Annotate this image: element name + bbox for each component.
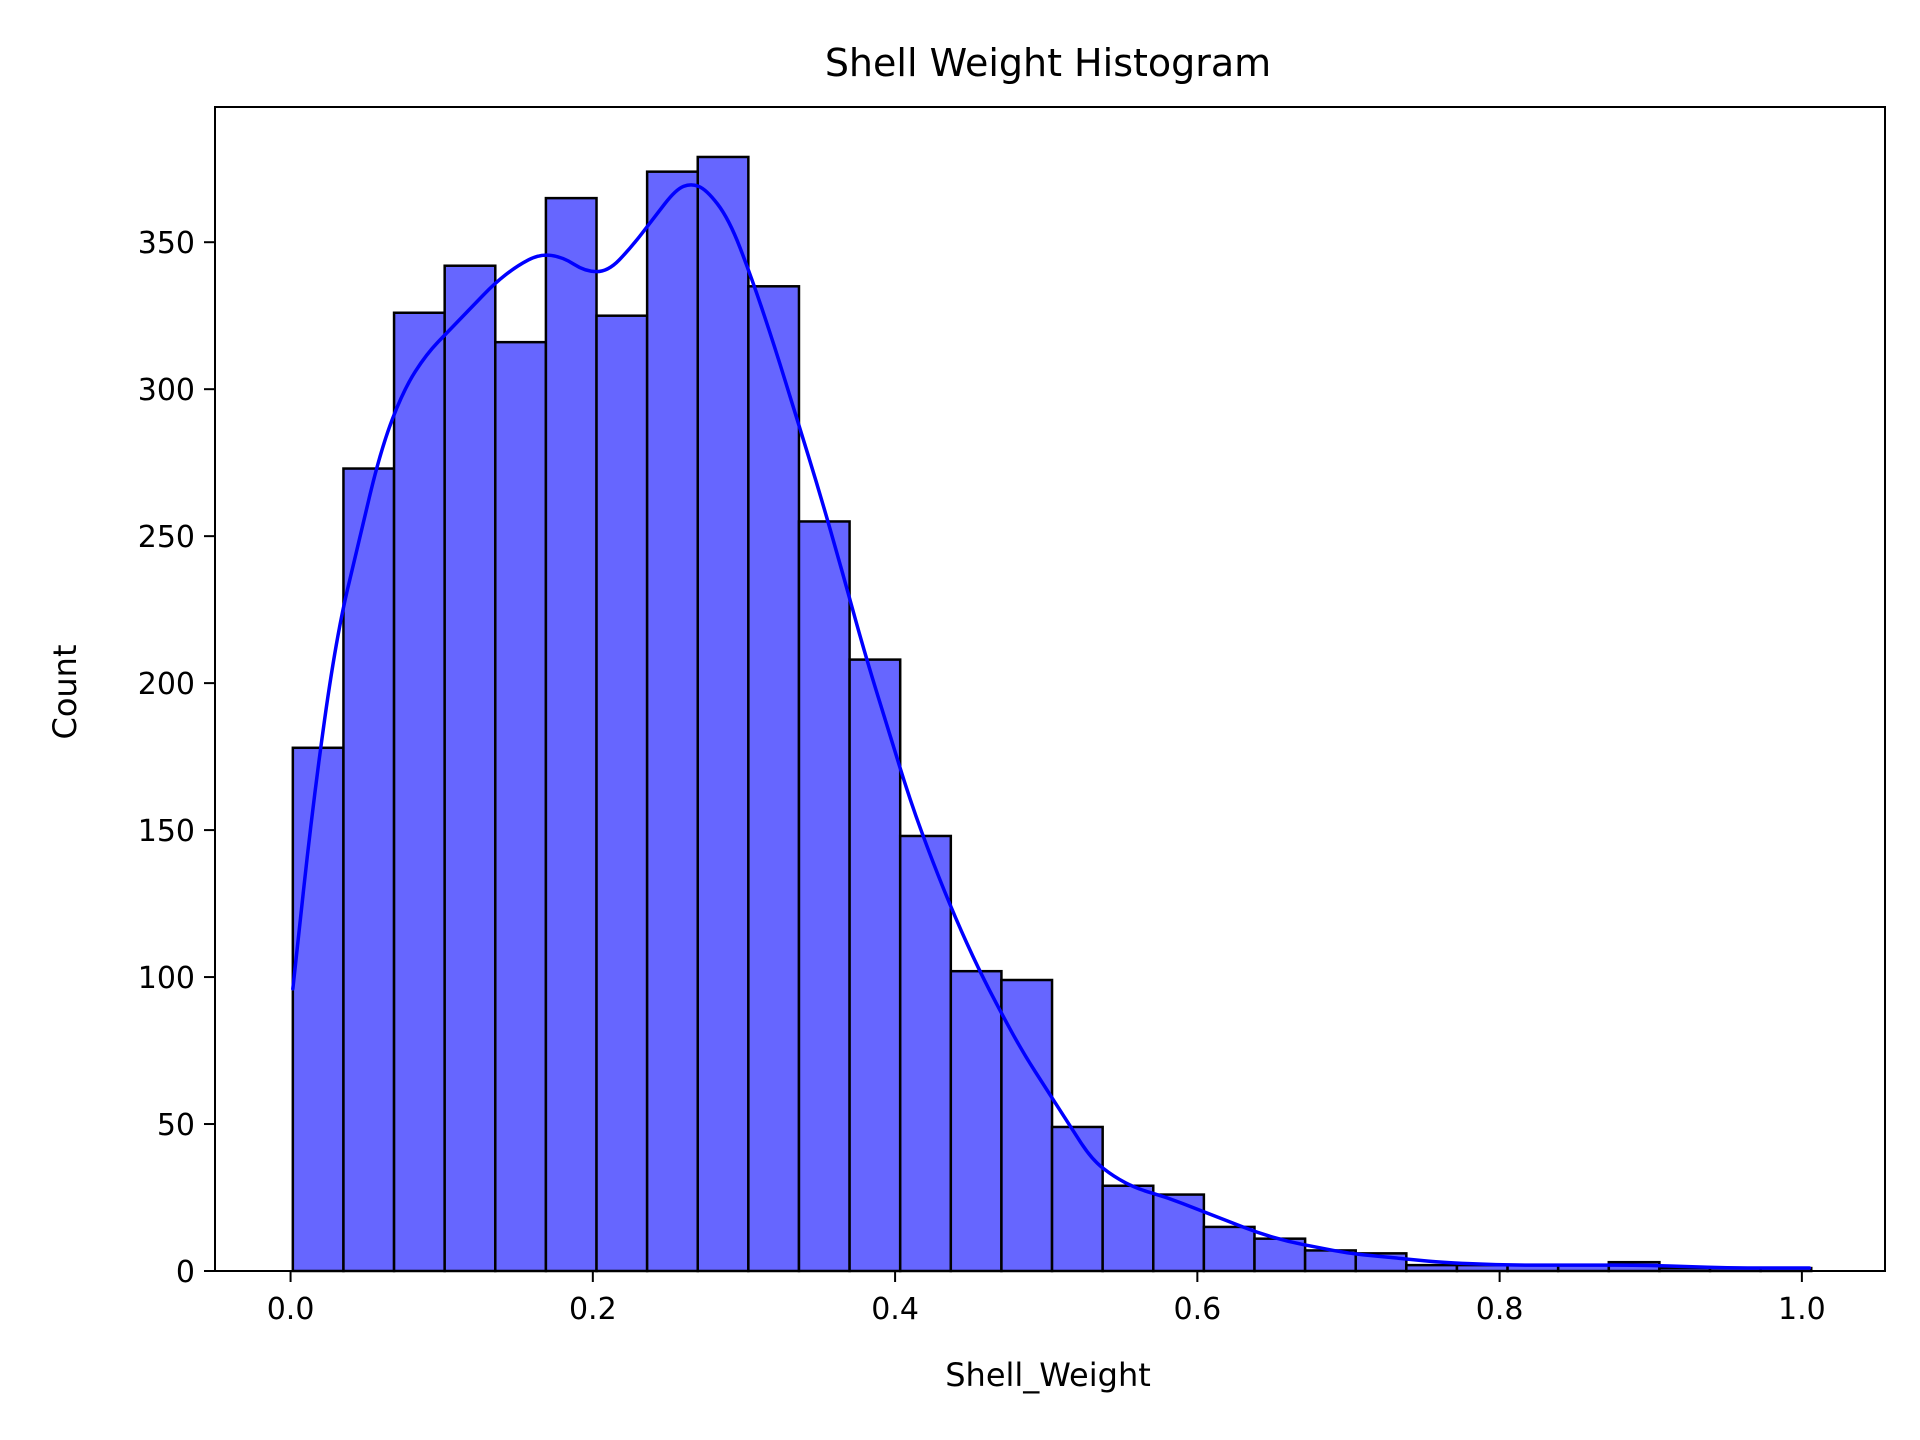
histogram-bar [696, 155, 750, 1273]
x-tick-label: 1.0 [1778, 1292, 1826, 1327]
histogram-bar [1152, 1193, 1206, 1273]
histogram-bar [443, 264, 497, 1273]
axes-layer: 0.0 0.2 0.4 0.6 0.8 1.0 0 50 100 150 200 250 300 350 [138, 106, 1886, 1327]
y-tick-label: 200 [138, 667, 195, 702]
y-axis-label: Count [46, 644, 84, 739]
y-tick-label: 350 [138, 226, 195, 261]
histogram-bar [342, 467, 396, 1273]
y-tick-label: 100 [138, 961, 195, 996]
x-axis-label: Shell_Weight [945, 1356, 1151, 1394]
y-tick-label: 300 [138, 373, 195, 408]
histogram-bar [544, 196, 598, 1273]
x-tick-label: 0.6 [1173, 1292, 1221, 1327]
histogram-bar [494, 340, 548, 1273]
y-tick-label: 0 [176, 1255, 195, 1290]
histogram-bar [1101, 1184, 1155, 1273]
histogram-bar [392, 311, 446, 1273]
kde-layer [291, 183, 1812, 1270]
x-tick-label: 0.2 [569, 1292, 617, 1327]
x-tick-label: 0.0 [267, 1292, 315, 1327]
histogram-bar [1202, 1225, 1256, 1273]
kde-curve [291, 183, 1812, 1270]
histogram-bar [291, 746, 345, 1273]
y-tick-label: 150 [138, 814, 195, 849]
histogram-bar [1050, 1125, 1104, 1273]
histogram-bar [747, 285, 801, 1273]
x-tick-label: 0.8 [1476, 1292, 1524, 1327]
histogram-bar [848, 658, 902, 1273]
x-tick-label: 0.4 [871, 1292, 919, 1327]
histogram-bar [645, 170, 699, 1273]
y-tick-label: 250 [138, 520, 195, 555]
bars-layer [291, 155, 1813, 1273]
histogram-bar [898, 834, 953, 1273]
histogram-bar [797, 520, 851, 1273]
histogram-bar [595, 314, 649, 1273]
histogram-bar [949, 969, 1003, 1273]
y-tick-label: 50 [157, 1108, 195, 1143]
chart-title: Shell Weight Histogram [825, 41, 1271, 85]
plot-frame [214, 106, 1886, 1272]
